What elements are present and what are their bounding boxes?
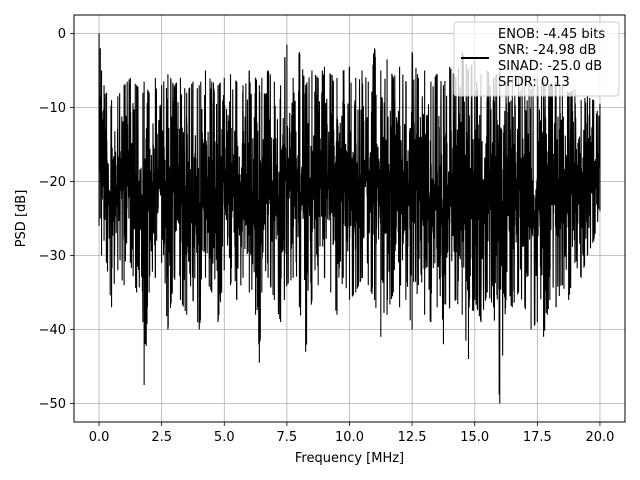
legend-enob: ENOB: -4.45 bits <box>498 27 605 42</box>
legend-sfdr: SFDR: 0.13 <box>498 75 570 90</box>
x-tick-label: 12.5 <box>398 430 427 445</box>
x-tick-label: 17.5 <box>523 430 552 445</box>
legend-box <box>453 21 620 97</box>
x-tick-label: 10.0 <box>335 430 364 445</box>
y-tick-label: −20 <box>39 175 66 190</box>
x-tick-label: 0.0 <box>89 430 110 445</box>
legend: ENOB: -4.45 bits SNR: -24.98 dB SINAD: -… <box>453 21 620 97</box>
x-tick-label: 2.5 <box>151 430 172 445</box>
data-series <box>98 33 601 404</box>
y-tick-label: 0 <box>58 27 66 42</box>
x-tick-label: 7.5 <box>277 430 298 445</box>
y-tick-label: −50 <box>39 397 66 412</box>
y-tick-label: −30 <box>39 249 66 264</box>
x-tick-label: 20.0 <box>585 430 614 445</box>
legend-snr: SNR: -24.98 dB <box>498 43 596 58</box>
y-tick-label: −10 <box>39 101 66 116</box>
y-axis-label: PSD [dB] <box>14 190 29 248</box>
psd-series-line <box>98 33 601 404</box>
axis-ticks: 0.0 2.5 5.0 7.5 10.0 12.5 15.0 17.5 20.0 0 −10 −20 −… <box>39 27 615 445</box>
x-tick-label: 15.0 <box>460 430 489 445</box>
x-tick-label: 5.0 <box>214 430 235 445</box>
y-tick-label: −40 <box>39 323 66 338</box>
x-axis-label: Frequency [MHz] <box>295 451 404 466</box>
legend-sinad: SINAD: -25.0 dB <box>498 59 602 74</box>
